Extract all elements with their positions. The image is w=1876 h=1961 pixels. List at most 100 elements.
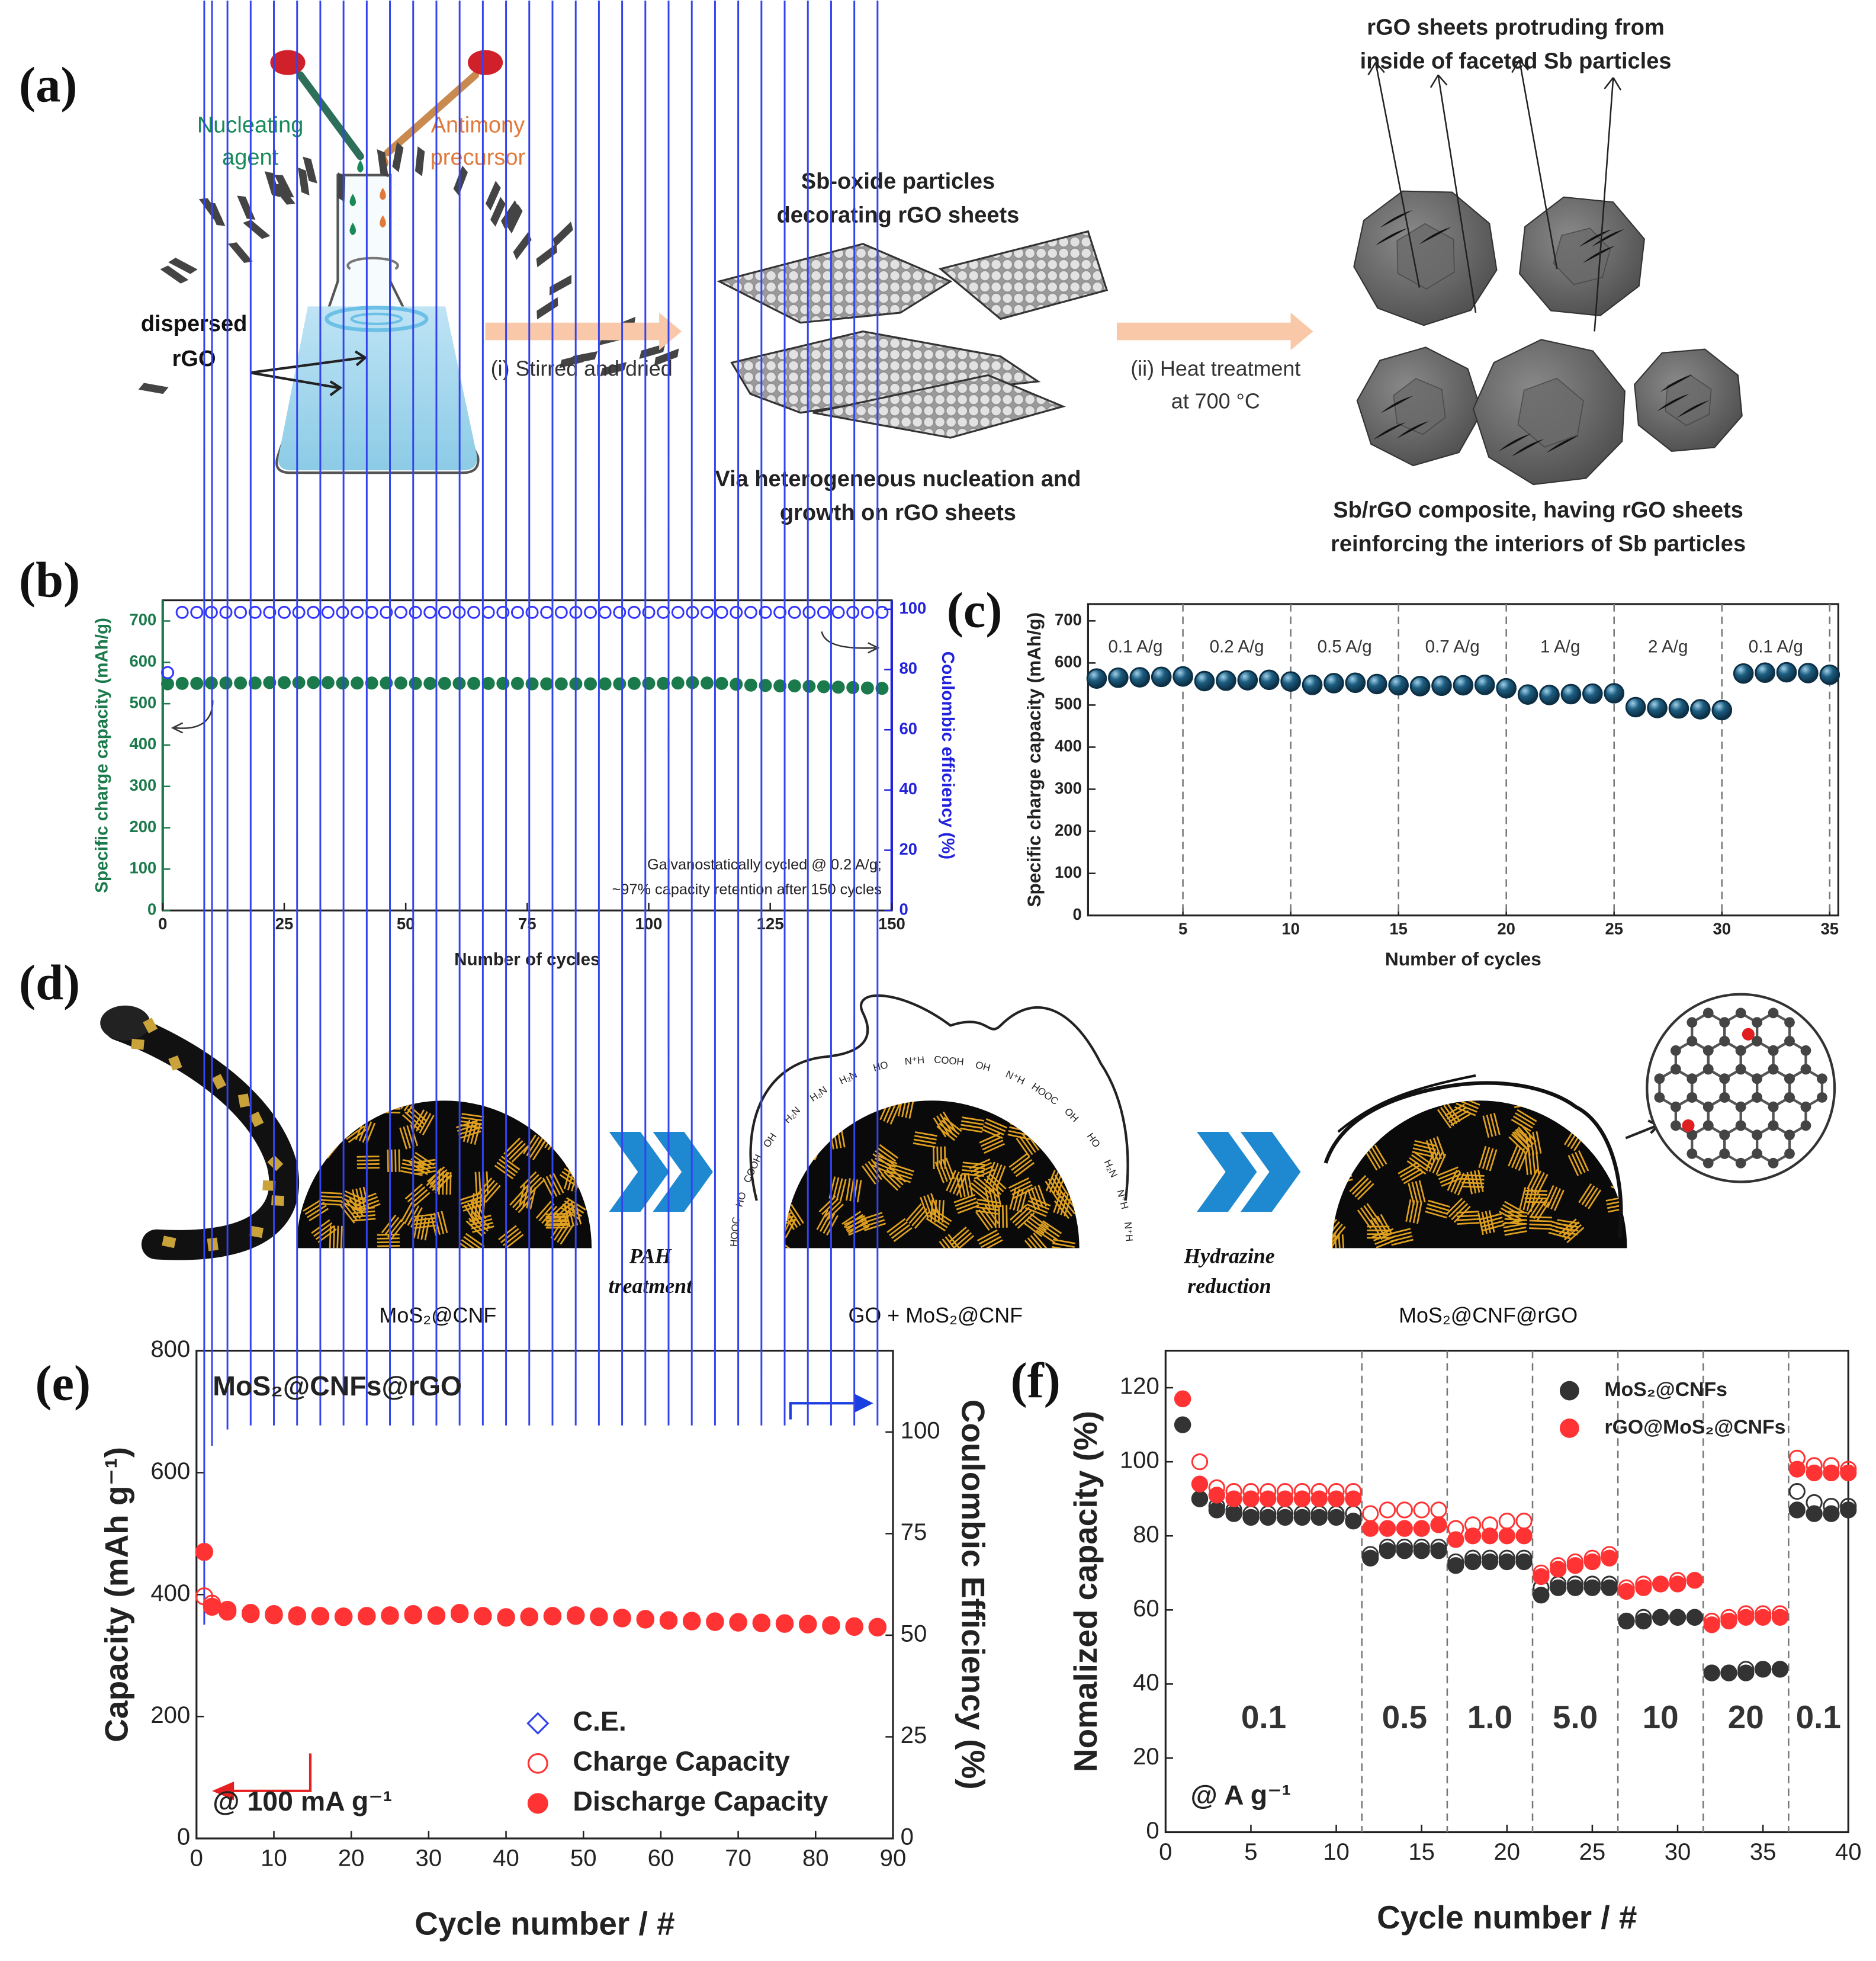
decoration — [1579, 229, 1612, 247]
decoration — [397, 1100, 412, 1108]
decoration — [532, 1140, 546, 1161]
decoration — [1450, 1113, 1471, 1126]
point — [1310, 1509, 1328, 1526]
point — [1647, 698, 1668, 718]
x-tick-label: 25 — [1579, 1838, 1606, 1865]
x-tick-label: 75 — [518, 914, 537, 933]
decoration — [1488, 1210, 1495, 1233]
point — [1550, 1557, 1567, 1574]
decoration — [500, 1156, 521, 1170]
point — [1788, 1501, 1806, 1519]
y-tick-label: 800 — [150, 1336, 190, 1362]
decoration — [359, 1187, 366, 1210]
point — [481, 605, 495, 619]
decoration — [1332, 1167, 1351, 1174]
decoration — [162, 1235, 176, 1249]
point — [1515, 1513, 1533, 1530]
point — [598, 605, 612, 619]
decoration — [1601, 1108, 1621, 1122]
point — [773, 679, 787, 693]
decoration — [1448, 1110, 1469, 1123]
decoration — [1415, 1181, 1422, 1203]
decoration — [518, 1195, 534, 1214]
point — [190, 676, 204, 690]
y-axis-label: Specific charge capacity (mAh/g) — [92, 618, 111, 893]
point — [525, 605, 539, 619]
y-tick-label: 200 — [1055, 821, 1082, 839]
decoration — [772, 1249, 789, 1263]
y2-axis-label: Coulombic efficiency (%) — [938, 651, 958, 859]
decoration — [1380, 396, 1414, 413]
decoration — [849, 1179, 855, 1202]
point — [1242, 1509, 1260, 1526]
point — [1362, 1546, 1379, 1563]
point — [1601, 1579, 1618, 1596]
decoration — [1511, 1147, 1522, 1169]
decoration — [206, 202, 226, 226]
decoration — [1719, 1036, 1730, 1047]
point — [657, 605, 670, 619]
point — [671, 605, 685, 619]
point — [380, 605, 393, 619]
decoration — [1332, 1171, 1351, 1178]
decoration — [1654, 1073, 1665, 1084]
decoration — [355, 1188, 362, 1211]
decoration — [511, 1145, 529, 1163]
decoration — [784, 1208, 791, 1219]
y-tick-label: 200 — [129, 817, 156, 836]
decoration — [969, 1158, 991, 1170]
decoration — [1354, 1132, 1362, 1154]
decoration — [1405, 1199, 1412, 1222]
decoration — [994, 1205, 997, 1228]
region-label: 5.0 — [1553, 1699, 1598, 1735]
group-label: HO — [1085, 1131, 1103, 1150]
decoration — [1418, 1180, 1426, 1203]
region-label: 0.1 A/g — [1749, 637, 1803, 657]
point — [1652, 1575, 1669, 1593]
decoration — [1059, 1195, 1075, 1215]
decoration — [410, 1158, 431, 1172]
decoration — [772, 1100, 1080, 1263]
point — [1260, 1483, 1277, 1500]
decoration — [886, 1102, 897, 1124]
point — [1474, 675, 1495, 695]
decoration — [435, 1175, 451, 1194]
decoration — [1530, 1197, 1544, 1217]
point — [1806, 1494, 1823, 1511]
point — [1225, 1505, 1242, 1522]
region-label: 0.1 — [1796, 1699, 1841, 1735]
point — [860, 605, 874, 619]
decoration — [1354, 1180, 1372, 1198]
decoration — [1411, 1154, 1431, 1169]
decoration — [1416, 1201, 1422, 1224]
decoration — [908, 1206, 925, 1224]
decoration — [1445, 1198, 1463, 1215]
point — [1242, 1483, 1260, 1500]
decoration — [826, 1215, 839, 1236]
point — [1396, 1538, 1413, 1556]
decoration — [1817, 1092, 1827, 1103]
y2-axis-label: Coulombic Efficiency (%) — [955, 1400, 991, 1790]
point — [1635, 1612, 1652, 1630]
decoration — [934, 1161, 945, 1183]
decoration — [298, 1132, 303, 1156]
decoration — [1566, 1114, 1584, 1131]
decoration — [1482, 1115, 1490, 1138]
point — [1293, 1509, 1311, 1526]
decoration — [570, 1160, 592, 1168]
y-tick-label: 700 — [1055, 611, 1082, 629]
point — [1172, 666, 1193, 687]
legend-marker — [526, 1712, 550, 1735]
decoration — [862, 1165, 876, 1185]
decoration — [823, 1213, 836, 1234]
decoration — [901, 1100, 908, 1118]
point — [1583, 1553, 1601, 1571]
decoration — [249, 1225, 264, 1238]
point — [799, 1615, 817, 1633]
chart: 0 25 50 75 100 125 150010020030040050060070002… — [92, 599, 958, 969]
point — [1601, 1549, 1618, 1567]
decoration — [529, 1187, 537, 1209]
decoration — [353, 1218, 376, 1222]
decoration — [579, 1102, 587, 1125]
point — [554, 677, 568, 691]
